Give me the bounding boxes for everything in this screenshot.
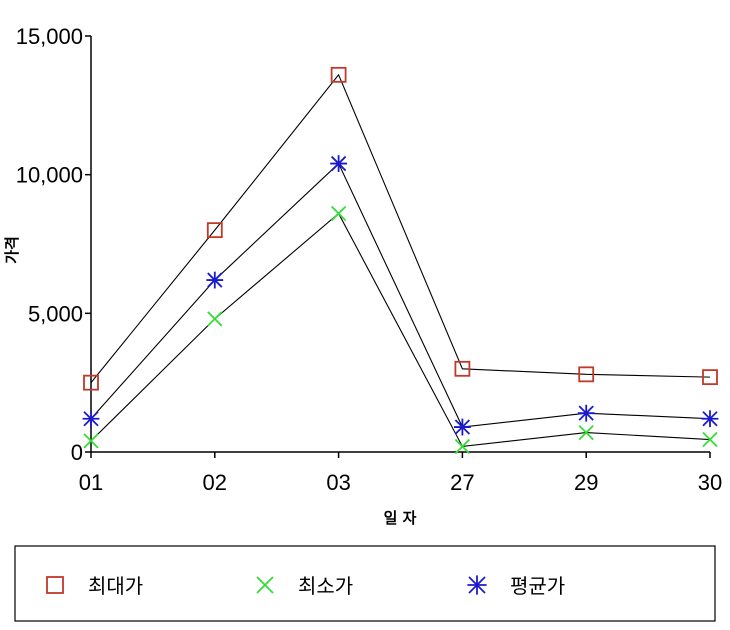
legend-label: 최소가	[298, 574, 353, 598]
data-point-x	[454, 438, 471, 455]
data-point-x	[83, 433, 99, 449]
legend: 최대가 최소가 평균가	[14, 545, 716, 622]
data-point-square	[330, 66, 347, 83]
data-point-asterisk	[467, 575, 487, 595]
series-line	[90, 212, 711, 448]
x-tick-label: 03	[326, 470, 350, 495]
series-line	[90, 162, 711, 428]
data-point-x	[330, 205, 347, 222]
data-point-square	[46, 576, 64, 594]
data-point-square	[206, 222, 223, 239]
x-tick-label: 01	[79, 470, 103, 495]
y-tick-label: 0	[71, 440, 83, 465]
axes	[90, 36, 710, 453]
data-point-square	[83, 374, 99, 391]
data-point-asterisk	[577, 404, 595, 422]
y-tick-label: 5,000	[28, 301, 83, 326]
x-tick-label: 02	[203, 470, 227, 495]
x-axis-title: 일 자	[384, 509, 417, 527]
data-point-x	[702, 431, 718, 448]
series-layer	[82, 66, 719, 455]
data-point-x	[256, 576, 274, 594]
x-tick-label: 29	[574, 470, 598, 495]
data-point-asterisk	[206, 271, 224, 289]
data-point-x	[578, 424, 594, 441]
data-point-square	[702, 369, 718, 386]
data-point-square	[454, 360, 471, 377]
legend-items: 최대가 최소가 평균가	[46, 574, 565, 598]
data-point-x	[207, 311, 223, 327]
data-point-asterisk	[330, 155, 347, 172]
data-point-square	[578, 366, 595, 383]
data-point-asterisk	[701, 410, 719, 428]
x-tick-label: 27	[450, 470, 474, 495]
legend-label: 최대가	[88, 574, 143, 598]
data-point-asterisk	[454, 418, 471, 436]
y-tick-label: 10,000	[16, 163, 83, 188]
data-point-asterisk	[82, 410, 100, 428]
x-ticks: 01 02 03 27 29 30	[79, 452, 722, 495]
legend-frame	[14, 545, 716, 622]
x-tick-label: 30	[698, 470, 722, 495]
y-axis-title: 가격	[3, 236, 21, 264]
y-tick-label: 15,000	[16, 24, 83, 49]
legend-label: 평균가	[510, 574, 565, 598]
series-line	[90, 73, 711, 384]
y-ticks: 0 5,000 10,000 15,000	[16, 24, 91, 465]
